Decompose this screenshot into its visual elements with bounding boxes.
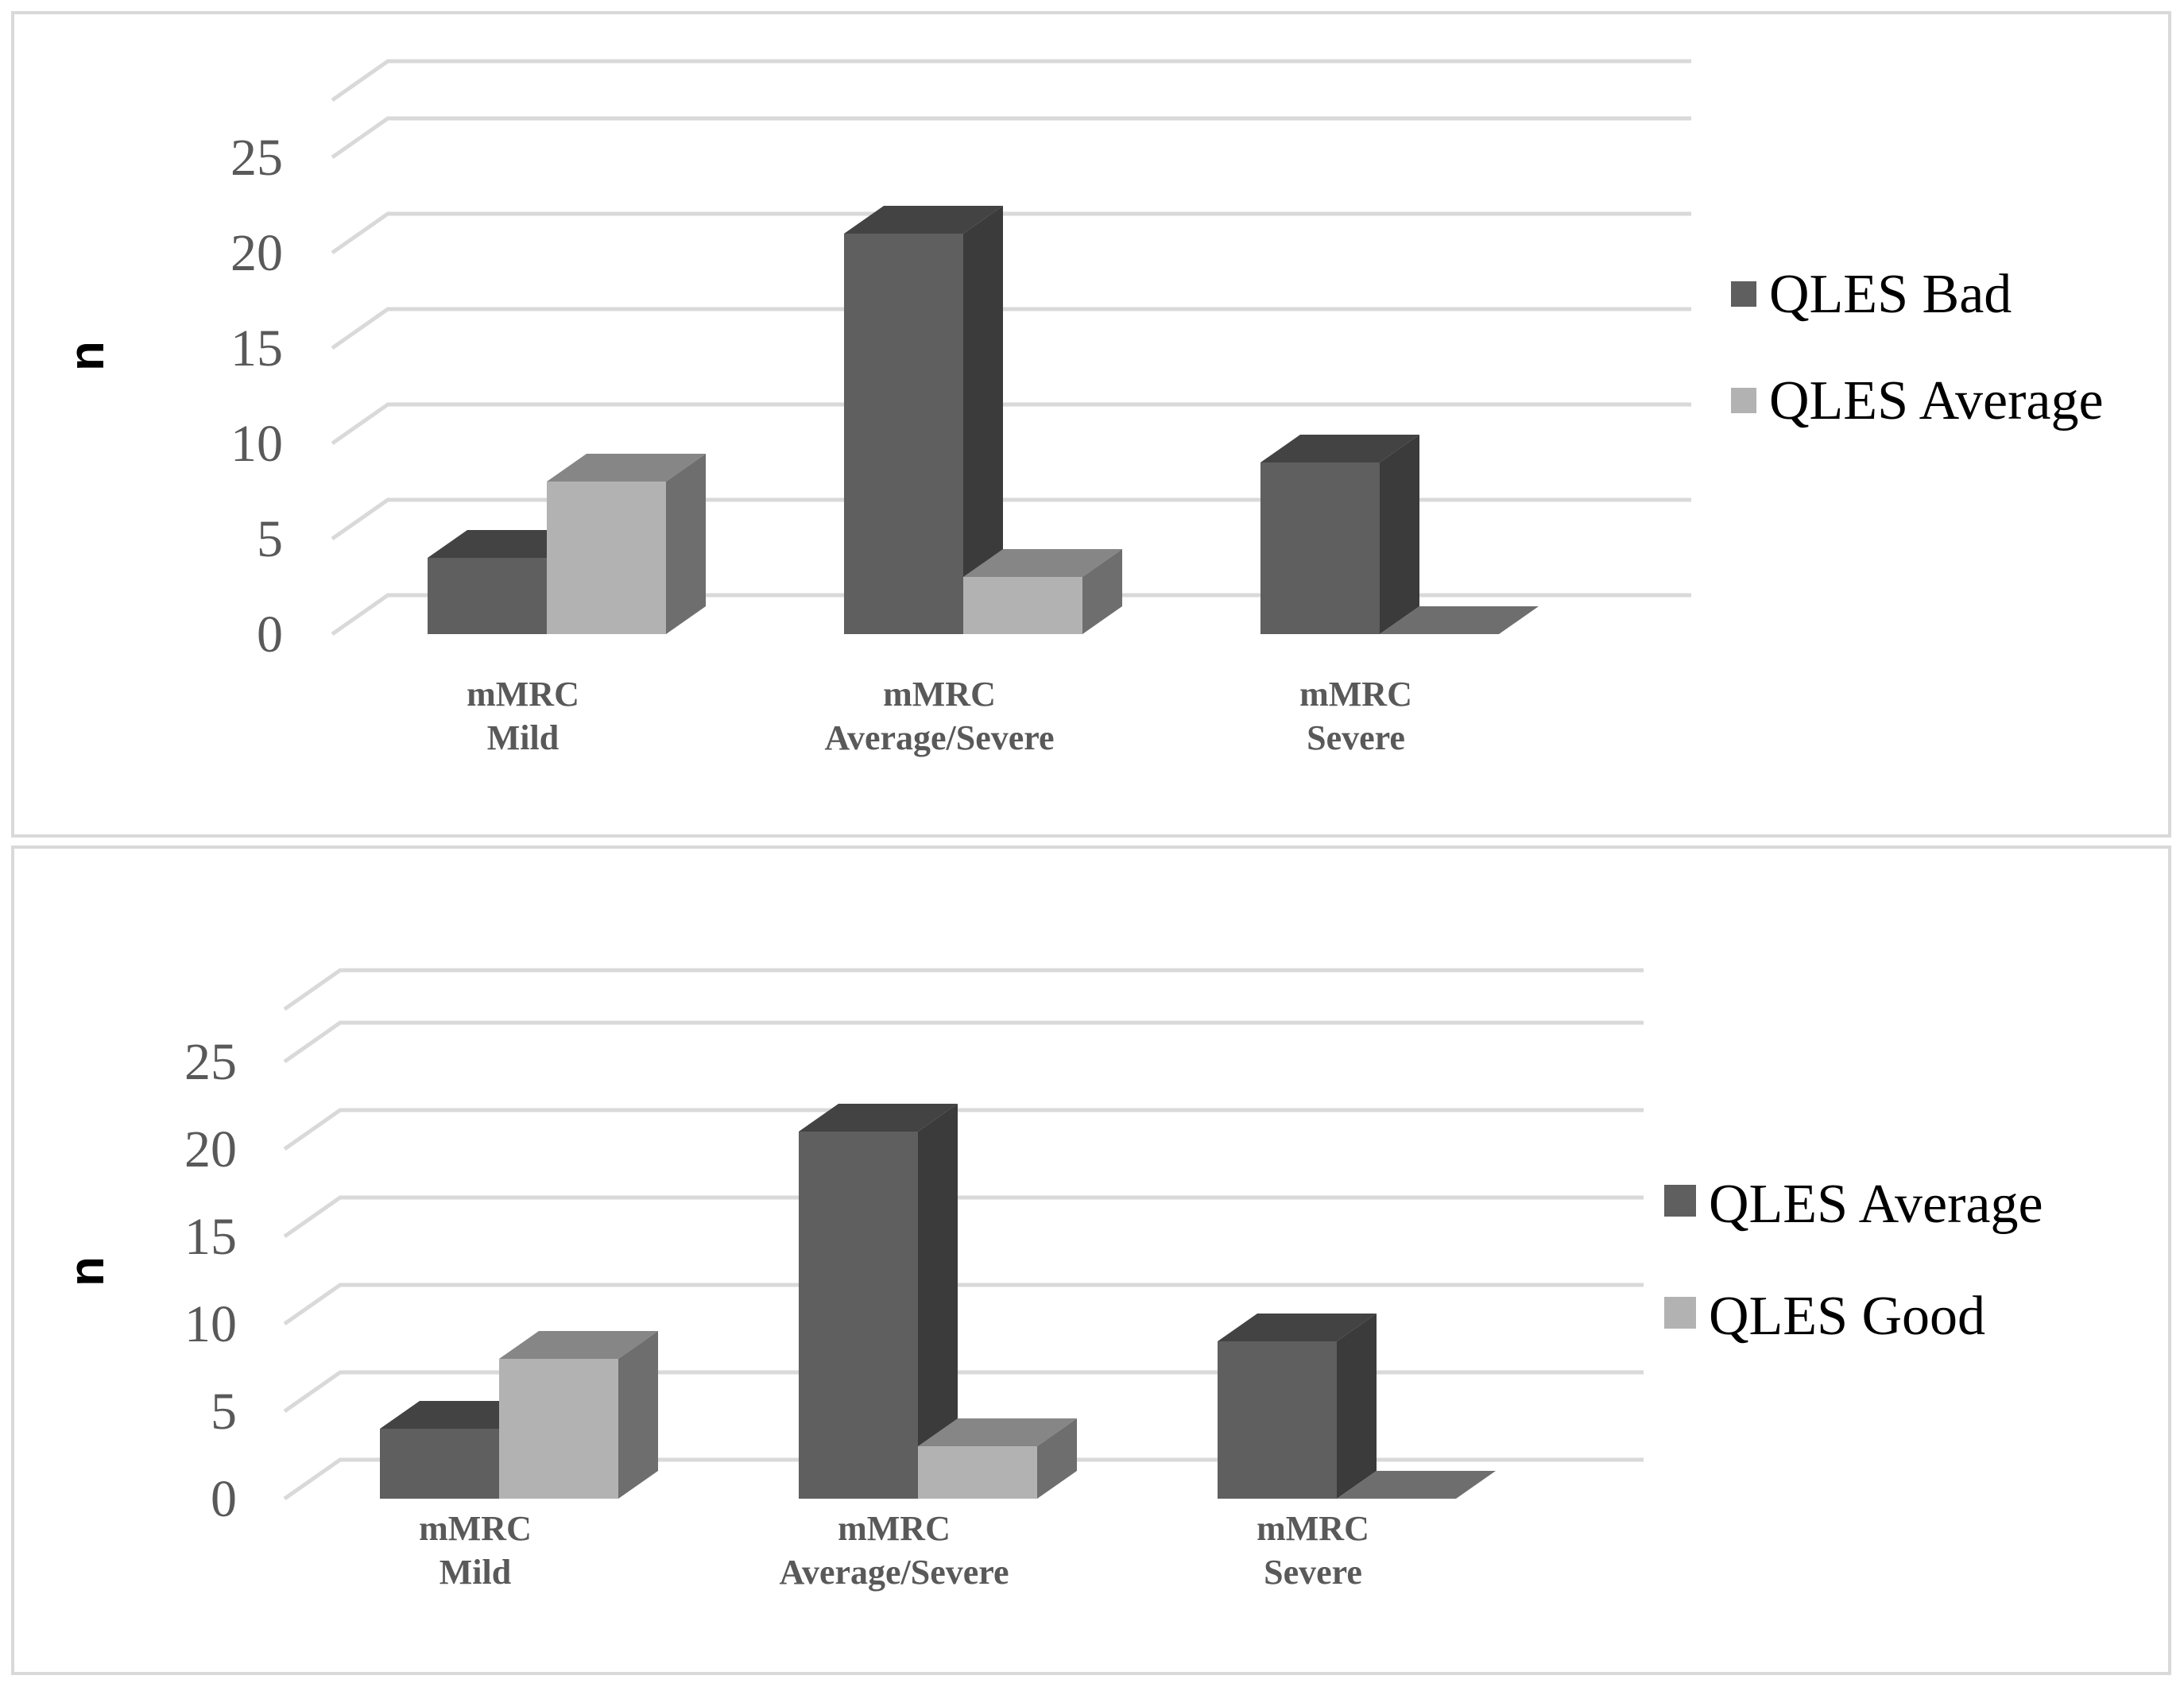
gridline <box>283 1283 1644 1326</box>
bar-side <box>666 454 706 634</box>
bar-side <box>1037 1418 1077 1499</box>
bar-side <box>618 1331 658 1499</box>
y-axis-label: n <box>60 1256 114 1287</box>
x-tick-label: mMRC <box>1299 675 1412 714</box>
legend-swatch <box>1664 1185 1696 1217</box>
y-tick-label: 15 <box>230 319 283 377</box>
gridline <box>283 1457 1644 1501</box>
gridline <box>283 1108 1644 1151</box>
x-tick-label: Average/Severe <box>824 718 1054 757</box>
bar-front <box>547 482 666 634</box>
bar <box>1218 1314 1377 1499</box>
bar-top <box>1337 1471 1496 1499</box>
gridline <box>331 116 1691 160</box>
gridline <box>283 968 1644 1012</box>
bar <box>499 1331 658 1499</box>
x-tick-label: mMRC <box>838 1509 951 1548</box>
gridline <box>331 211 1691 255</box>
bar-chart-top: 0 5 10 15 20 25 n mMRC Mild mMRC Average/Severe mMR… <box>60 59 2104 757</box>
bar-side <box>918 1104 958 1499</box>
bar-front <box>1260 462 1380 634</box>
bar-front <box>963 577 1082 634</box>
y-tick-label: 25 <box>230 129 283 187</box>
gridline <box>331 307 1691 350</box>
x-tick-label: mMRC <box>1257 1509 1369 1548</box>
x-tick-label: Mild <box>487 718 559 757</box>
chart-panel-bottom: 0 5 10 15 20 25 n mMRC Mild mMRC Average/Severe mMR… <box>11 845 2171 1675</box>
bar-top <box>1218 1314 1377 1341</box>
bar <box>844 206 1003 634</box>
gridline <box>283 1020 1644 1064</box>
legend-label: QLES Average <box>1769 370 2104 431</box>
legend-swatch <box>1731 281 1756 307</box>
legend-swatch <box>1664 1297 1696 1329</box>
gridline <box>331 59 1691 103</box>
y-tick-label: 5 <box>211 1383 237 1441</box>
x-tick-label: Severe <box>1307 718 1405 757</box>
bar-side <box>1380 435 1419 634</box>
y-tick-label: 25 <box>184 1033 237 1091</box>
y-axis-label: n <box>60 341 114 371</box>
bar-front <box>499 1359 618 1499</box>
bar-front <box>428 558 547 634</box>
y-tick-label: 10 <box>184 1295 237 1353</box>
y-tick-label: 20 <box>230 224 283 282</box>
x-tick-label: mMRC <box>419 1509 532 1548</box>
gridline <box>331 593 1691 636</box>
bar-front <box>1218 1341 1337 1499</box>
bar-top <box>547 454 706 482</box>
bar <box>1337 1471 1496 1499</box>
gridline <box>331 402 1691 446</box>
y-tick-label: 20 <box>184 1120 237 1178</box>
bar-top <box>844 206 1003 234</box>
bar <box>1260 435 1419 634</box>
legend-label: QLES Average <box>1709 1174 2043 1235</box>
bar-front <box>918 1446 1037 1499</box>
bar-side <box>1082 549 1122 634</box>
bar <box>547 454 706 634</box>
bar-side <box>963 206 1003 634</box>
bar-chart-bottom: 0 5 10 15 20 25 n mMRC Mild mMRC Average/Severe mMR… <box>60 968 2043 1592</box>
bar-top <box>963 549 1122 577</box>
bar-front <box>844 234 963 634</box>
legend-label: QLES Good <box>1709 1286 1985 1347</box>
y-tick-label: 15 <box>184 1208 237 1266</box>
gridline <box>283 1195 1644 1239</box>
gridline <box>331 497 1691 541</box>
chart-panel-top: 0 5 10 15 20 25 n mMRC Mild mMRC Average/Severe mMR… <box>11 11 2171 838</box>
bar-top <box>1260 435 1419 462</box>
legend-swatch <box>1731 388 1756 413</box>
x-tick-label: Average/Severe <box>779 1553 1009 1592</box>
bar <box>963 549 1122 634</box>
bar-top <box>799 1104 958 1132</box>
bar-top <box>918 1418 1077 1446</box>
y-tick-label: 0 <box>211 1470 237 1528</box>
bar-front <box>380 1429 499 1499</box>
bar <box>1380 606 1539 634</box>
bar-top <box>499 1331 658 1359</box>
y-tick-label: 0 <box>257 606 283 664</box>
x-tick-label: Mild <box>440 1553 511 1592</box>
bar-top <box>1380 606 1539 634</box>
x-tick-label: Severe <box>1264 1553 1362 1592</box>
bar <box>918 1418 1077 1499</box>
bar-front <box>799 1132 918 1499</box>
gridline <box>283 1370 1644 1414</box>
bar <box>799 1104 958 1499</box>
x-tick-label: mMRC <box>467 675 579 714</box>
x-tick-label: mMRC <box>883 675 996 714</box>
y-tick-label: 10 <box>230 415 283 473</box>
bar-side <box>1337 1314 1377 1499</box>
legend-label: QLES Bad <box>1769 264 2012 325</box>
y-tick-label: 5 <box>257 510 283 568</box>
